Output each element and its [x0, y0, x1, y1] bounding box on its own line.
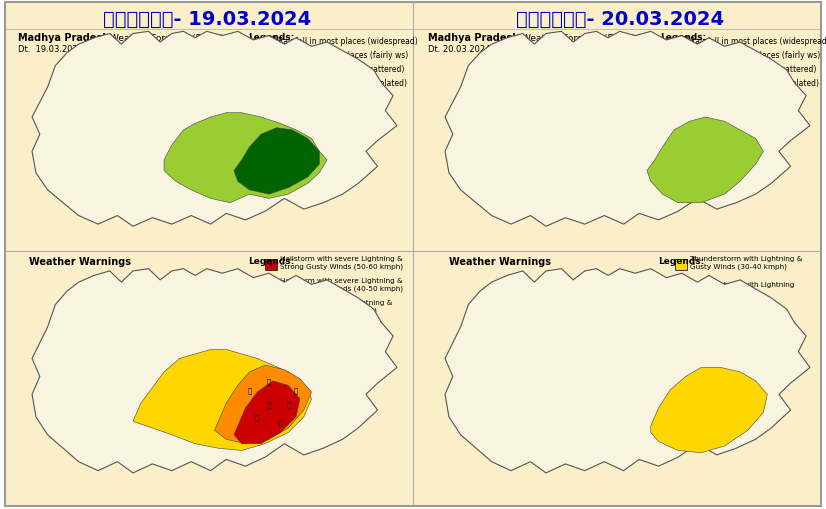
Text: Dt. 20.03.2024: Dt. 20.03.2024 — [428, 45, 491, 54]
Text: ⛈: ⛈ — [247, 387, 252, 393]
Text: Hailstorm with severe Lightning &
Strong Gusty Winds (40-50 kmph): Hailstorm with severe Lightning & Strong… — [280, 278, 403, 291]
Polygon shape — [164, 114, 327, 203]
Bar — [265, 325, 277, 336]
Text: Rainfall in 1 or 2 places (isolated): Rainfall in 1 or 2 places (isolated) — [278, 79, 407, 88]
Bar — [675, 281, 687, 293]
Text: Madhya Pradesh: Madhya Pradesh — [428, 33, 520, 43]
Text: Thunderstorm with Lightning: Thunderstorm with Lightning — [280, 325, 384, 331]
Polygon shape — [215, 365, 311, 444]
Text: Rainfall in 1 or 2 places (isolated): Rainfall in 1 or 2 places (isolated) — [690, 79, 819, 88]
Text: ⛈: ⛈ — [286, 400, 291, 407]
Text: Rainfall in few places (scattered): Rainfall in few places (scattered) — [690, 65, 816, 74]
Bar — [675, 260, 687, 270]
Bar — [677, 51, 687, 60]
Polygon shape — [32, 269, 397, 473]
Text: दिनांक- 19.03.2024: दिनांक- 19.03.2024 — [103, 10, 311, 29]
Bar — [265, 260, 277, 270]
Text: Dt.  19.03.2024: Dt. 19.03.2024 — [18, 45, 83, 54]
Bar — [265, 51, 275, 60]
Text: ⛈: ⛈ — [294, 387, 298, 393]
Polygon shape — [445, 32, 810, 227]
Bar — [677, 37, 687, 46]
Text: दिनांक- 20.03.2024: दिनांक- 20.03.2024 — [516, 10, 724, 29]
Text: Thunderstorm with Lightning &
Gusty Winds (30-40 kmph): Thunderstorm with Lightning & Gusty Wind… — [690, 256, 802, 269]
Text: Rainfall in many places (fairly ws): Rainfall in many places (fairly ws) — [690, 51, 820, 60]
Text: ✦: ✦ — [268, 263, 273, 267]
Text: Madhya Pradesh: Madhya Pradesh — [18, 33, 109, 43]
Bar — [265, 65, 275, 74]
Text: Thunderstorm with Lightning: Thunderstorm with Lightning — [690, 281, 795, 288]
Text: ⛈: ⛈ — [278, 418, 282, 425]
Text: Legends:: Legends: — [248, 34, 294, 42]
Bar — [265, 303, 277, 315]
Text: Weather Warnings: Weather Warnings — [449, 257, 551, 267]
Polygon shape — [32, 32, 397, 227]
Text: Legends:: Legends: — [658, 257, 705, 266]
Text: No Warning: No Warning — [690, 303, 732, 309]
Text: Rainfall in most places (widespread): Rainfall in most places (widespread) — [278, 37, 418, 46]
Text: Weather Forecast (Distribution): Weather Forecast (Distribution) — [110, 34, 252, 42]
Text: ✦: ✦ — [268, 285, 273, 290]
Polygon shape — [234, 381, 300, 444]
Bar — [265, 37, 275, 46]
Polygon shape — [651, 367, 767, 453]
Bar — [677, 79, 687, 88]
Polygon shape — [234, 128, 320, 195]
Text: ⛈: ⛈ — [267, 378, 271, 384]
Text: Rainfall in few places (scattered): Rainfall in few places (scattered) — [278, 65, 405, 74]
Polygon shape — [445, 269, 810, 473]
Text: No Warning: No Warning — [280, 347, 321, 353]
Text: Dry Weather: Dry Weather — [690, 93, 738, 102]
Text: Legends:: Legends: — [660, 34, 706, 42]
Polygon shape — [133, 350, 311, 450]
Text: ⛈: ⛈ — [267, 400, 271, 407]
Text: Legends:: Legends: — [248, 257, 294, 266]
Text: Weather Forecast (Distribution): Weather Forecast (Distribution) — [522, 34, 664, 42]
Text: Thunderstorm with Lightning &
Gusty Winds (30-40 kmph): Thunderstorm with Lightning & Gusty Wind… — [280, 300, 392, 313]
Text: Weather Warnings: Weather Warnings — [29, 257, 131, 267]
Polygon shape — [647, 118, 763, 203]
Bar — [677, 65, 687, 74]
Bar — [265, 281, 277, 293]
Bar — [265, 79, 275, 88]
Text: Rainfall in many places (fairly ws): Rainfall in many places (fairly ws) — [278, 51, 408, 60]
Text: Rainfall in most places (widespread): Rainfall in most places (widespread) — [690, 37, 826, 46]
Text: Hailstorm with severe Lightning &
Strong Gusty Winds (50-60 kmph): Hailstorm with severe Lightning & Strong… — [280, 256, 403, 269]
Text: Dry Weather: Dry Weather — [278, 93, 326, 102]
Text: ⛈: ⛈ — [255, 414, 259, 420]
